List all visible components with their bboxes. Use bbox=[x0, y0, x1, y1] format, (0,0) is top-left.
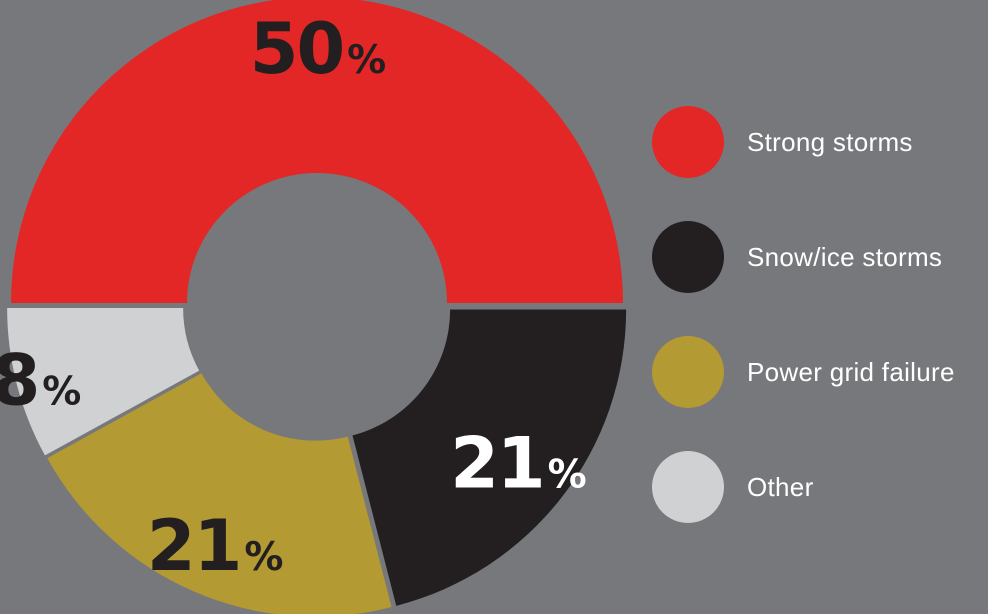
legend-item-strong-storms: Strong storms bbox=[652, 106, 988, 178]
legend-item-snow-ice-storms: Snow/ice storms bbox=[652, 221, 988, 293]
legend-label-other: Other bbox=[747, 471, 814, 502]
legend-item-power-grid-failure: Power grid failure bbox=[652, 336, 988, 408]
donut-value-label-snow-ice-storms: 21% bbox=[450, 423, 585, 505]
donut-chart: 50 % 21 % 21 % 8% bbox=[0, 0, 627, 614]
donut-slice-other bbox=[7, 307, 200, 456]
chart-legend: Strong storms Snow/ice storms Power grid… bbox=[652, 106, 988, 566]
donut-slice-strong-storms bbox=[11, 0, 623, 303]
donut-slice-power-grid-failure bbox=[47, 373, 392, 614]
legend-swatch-power-grid-failure bbox=[652, 336, 724, 408]
legend-label-strong-storms: Strong storms bbox=[747, 126, 913, 157]
donut-slice-snow-ice-storms bbox=[352, 309, 627, 606]
donut-slices bbox=[7, 0, 627, 614]
legend-swatch-other bbox=[652, 451, 724, 523]
legend-label-snow-ice-storms: Snow/ice storms bbox=[747, 241, 943, 272]
legend-swatch-snow-ice-storms bbox=[652, 221, 724, 293]
donut-value-label-power-grid-failure: 21% bbox=[147, 505, 282, 587]
donut-value-label-strong-storms: 50% bbox=[250, 8, 385, 90]
donut-value-label-other: 8% bbox=[0, 339, 80, 421]
legend-item-other: Other bbox=[652, 451, 988, 523]
legend-label-power-grid-failure: Power grid failure bbox=[747, 356, 955, 387]
donut-value-labels: 50 % 21 % 21 % 8% bbox=[0, 8, 588, 587]
legend-swatch-strong-storms bbox=[652, 106, 724, 178]
